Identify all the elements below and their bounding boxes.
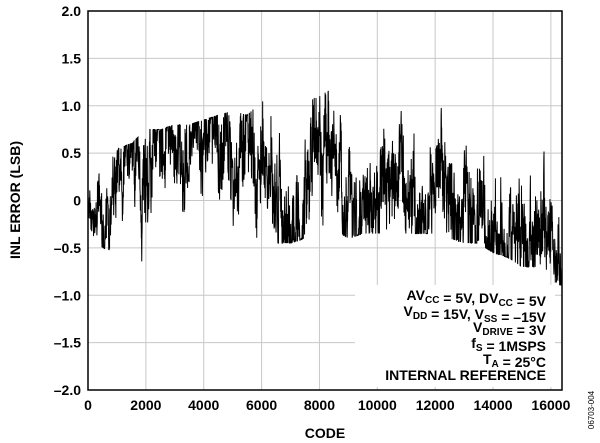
annotation-background	[355, 285, 555, 387]
x-tick-labels: 0 2000 4000 6000 8000 10000 12000 14000 16000	[84, 397, 570, 413]
y-tick-labels: 2.0 1.5 1.0 0.5 0 –0.5 –1.0 –1.5 –2.0	[54, 3, 81, 398]
condition-line: AVCC = 5V, DVCC = 5V	[407, 287, 547, 309]
y-tick-label: 1.0	[62, 98, 82, 114]
x-tick-label: 16000	[531, 397, 570, 413]
x-tick-label: 0	[84, 397, 92, 413]
figure-id: 06703-004	[587, 390, 596, 429]
inl-trace	[87, 90, 563, 286]
y-tick-label: –2.0	[54, 382, 81, 398]
y-tick-label: –1.5	[54, 335, 81, 351]
condition-line: VDD = 15V, VSS = –15V	[404, 303, 547, 325]
x-tick-label: 12000	[416, 397, 455, 413]
condition-line: fS = 1MSPS	[471, 335, 546, 354]
y-tick-label: –0.5	[54, 240, 81, 256]
y-tick-label: 0.5	[62, 145, 82, 161]
inl-series-line	[87, 90, 563, 286]
condition-line: VDRIVE = 3V	[473, 319, 547, 338]
x-tick-label: 8000	[304, 397, 335, 413]
x-tick-label: 10000	[358, 397, 397, 413]
x-tick-label: 14000	[474, 397, 513, 413]
y-tick-label: 0	[73, 193, 81, 209]
x-tick-label: 4000	[188, 397, 219, 413]
x-axis-title: CODE	[305, 425, 345, 441]
condition-line: TA = 25°C	[483, 351, 546, 370]
condition-line: INTERNAL REFERENCE	[385, 367, 546, 383]
plot-frame	[87, 10, 563, 391]
y-tick-label: 2.0	[62, 3, 82, 19]
y-tick-label: –1.0	[54, 287, 81, 303]
y-tick-label: 1.5	[62, 50, 82, 66]
x-tick-label: 2000	[130, 397, 161, 413]
y-axis-title: INL ERROR (LSB)	[7, 141, 23, 259]
x-tick-label: 6000	[246, 397, 277, 413]
